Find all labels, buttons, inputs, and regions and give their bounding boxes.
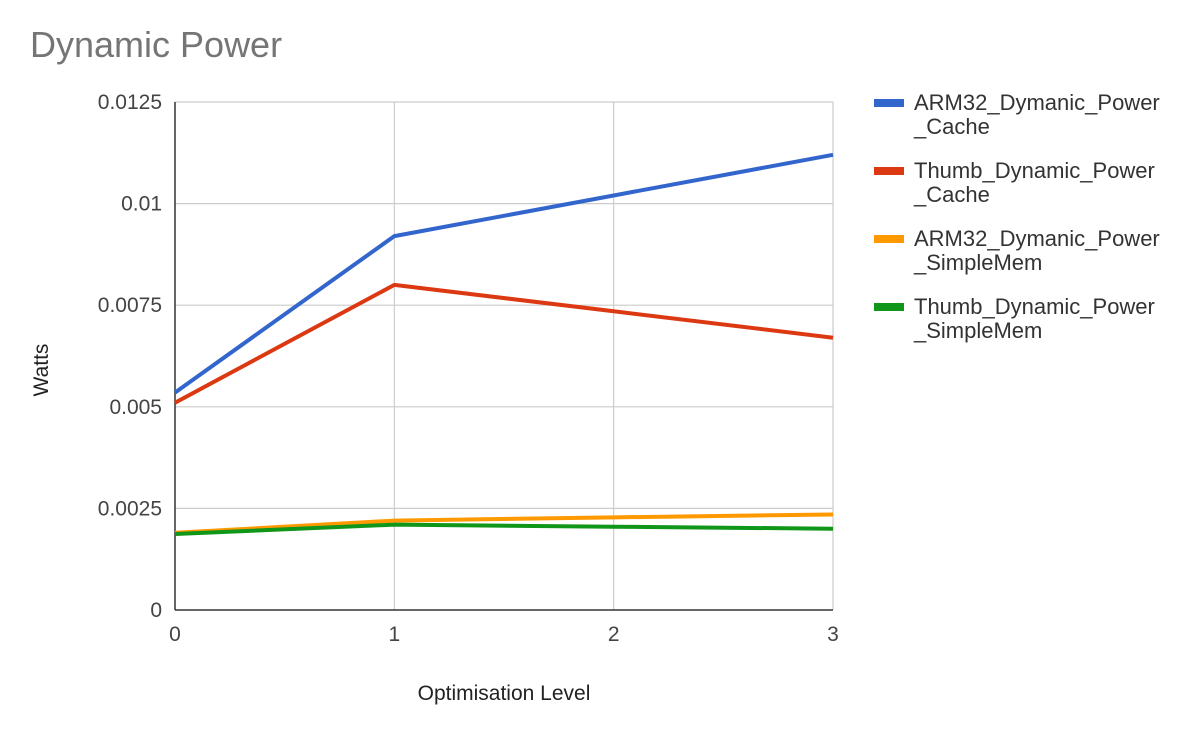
legend-swatch [874, 167, 904, 175]
x-tick-label: 3 [827, 623, 839, 646]
legend-item: Thumb_Dynamic_Power _SimpleMem [874, 294, 1155, 343]
series-line-2 [174, 282, 834, 405]
legend-swatch [874, 235, 904, 243]
legend-item: ARM32_Dymanic_Power _SimpleMem [874, 226, 1160, 275]
y-tick-label: 0.005 [109, 396, 162, 419]
legend-swatch [874, 303, 904, 311]
tick-labels: 0 0.0025 0.005 0.0075 0.01 0.0125 0 1 2 3 [98, 91, 839, 646]
grid [175, 101, 834, 610]
legend-swatch [874, 99, 904, 107]
legend-label-line: _Cache [913, 182, 990, 207]
legend-label-line: _SimpleMem [913, 318, 1042, 343]
chart-title: Dynamic Power [30, 24, 282, 65]
series-line-4 [174, 522, 834, 537]
legend-label: ARM32_Dymanic_Power _SimpleMem [913, 226, 1160, 275]
legend-label-line: Thumb_Dynamic_Power [914, 158, 1155, 183]
legend-label: ARM32_Dymanic_Power _Cache [913, 90, 1160, 139]
series-line-3 [174, 512, 834, 535]
x-tick-label: 0 [169, 623, 181, 646]
legend-label-line: ARM32_Dymanic_Power [914, 226, 1160, 251]
series-line-1 [173, 152, 834, 395]
legend-label-line: ARM32_Dymanic_Power [914, 90, 1160, 115]
y-tick-label: 0.01 [121, 193, 162, 216]
legend-label-line: _Cache [913, 114, 990, 139]
legend-label-line: Thumb_Dynamic_Power [914, 294, 1155, 319]
x-tick-label: 1 [388, 623, 400, 646]
legend-label-line: _SimpleMem [913, 250, 1042, 275]
x-axis-title: Optimisation Level [418, 682, 591, 705]
y-axis-title: Watts [30, 344, 53, 397]
y-tick-label: 0.0125 [98, 91, 162, 114]
legend-item: ARM32_Dymanic_Power _Cache [874, 90, 1160, 139]
y-tick-label: 0 [150, 599, 162, 622]
legend-item: Thumb_Dynamic_Power _Cache [874, 158, 1155, 207]
legend-label: Thumb_Dynamic_Power _SimpleMem [913, 294, 1155, 343]
series-lines [173, 152, 834, 537]
y-tick-label: 0.0025 [98, 497, 162, 520]
x-tick-label: 2 [608, 623, 620, 646]
legend: ARM32_Dymanic_Power _CacheThumb_Dynamic_P… [874, 90, 1160, 343]
axes [174, 102, 833, 611]
y-tick-label: 0.0075 [98, 294, 162, 317]
legend-label: Thumb_Dynamic_Power _Cache [913, 158, 1155, 207]
